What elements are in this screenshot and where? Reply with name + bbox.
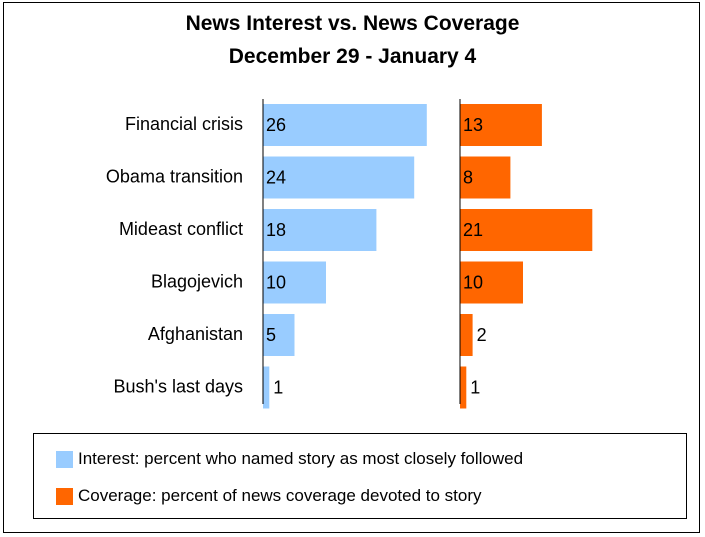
data-label: 1 (470, 377, 480, 397)
legend-swatch-interest (56, 450, 73, 468)
chart-subtitle: December 29 - January 4 (228, 45, 477, 68)
bar (263, 314, 295, 356)
category-label: Afghanistan (148, 324, 243, 344)
data-label: 5 (266, 325, 276, 345)
data-label: 13 (463, 115, 483, 135)
data-label: 18 (266, 220, 286, 240)
bar (263, 209, 377, 251)
data-label: 24 (266, 167, 286, 187)
category-label: Bush's last days (114, 376, 244, 396)
bar (263, 261, 326, 304)
bar (460, 261, 523, 304)
data-label: 2 (477, 325, 487, 345)
data-label: 10 (266, 272, 286, 292)
bar (263, 156, 415, 199)
data-label: 26 (266, 115, 286, 135)
category-label: Blagojevich (151, 271, 243, 291)
data-label: 1 (273, 377, 283, 397)
bar (263, 366, 270, 409)
legend: Interest: percent who named story as mos… (33, 433, 687, 519)
data-label: 8 (463, 167, 473, 187)
data-label: 21 (463, 220, 483, 240)
bar (460, 104, 542, 146)
bar (460, 156, 511, 199)
category-label: Financial crisis (125, 114, 243, 134)
bar (460, 314, 473, 356)
interest-panel: 26 24 18 10 5 1 (262, 99, 427, 409)
data-label: 10 (463, 272, 483, 292)
category-label: Obama transition (106, 166, 243, 186)
category-labels: Financial crisis Obama transition Mideast … (106, 114, 243, 397)
bar (263, 104, 427, 146)
legend-swatch-coverage (56, 487, 73, 505)
bar (460, 366, 467, 409)
bar (460, 209, 593, 251)
chart-title: News Interest vs. News Coverage (185, 12, 520, 35)
category-label: Mideast conflict (119, 219, 243, 239)
legend-label-interest: Interest: percent who named story as mos… (78, 449, 524, 468)
legend-item-coverage: Coverage: percent of news coverage devot… (56, 486, 482, 506)
legend-item-interest: Interest: percent who named story as mos… (56, 449, 523, 469)
legend-label-coverage: Coverage: percent of news coverage devot… (78, 486, 482, 505)
